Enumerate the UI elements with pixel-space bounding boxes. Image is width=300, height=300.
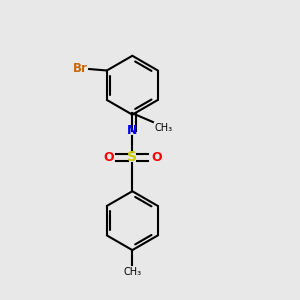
Text: N: N (127, 124, 137, 137)
Text: CH₃: CH₃ (154, 124, 172, 134)
Text: CH₃: CH₃ (123, 267, 141, 277)
Text: O: O (151, 151, 162, 164)
Text: Br: Br (73, 62, 88, 75)
Text: S: S (127, 150, 137, 164)
Text: O: O (103, 151, 113, 164)
